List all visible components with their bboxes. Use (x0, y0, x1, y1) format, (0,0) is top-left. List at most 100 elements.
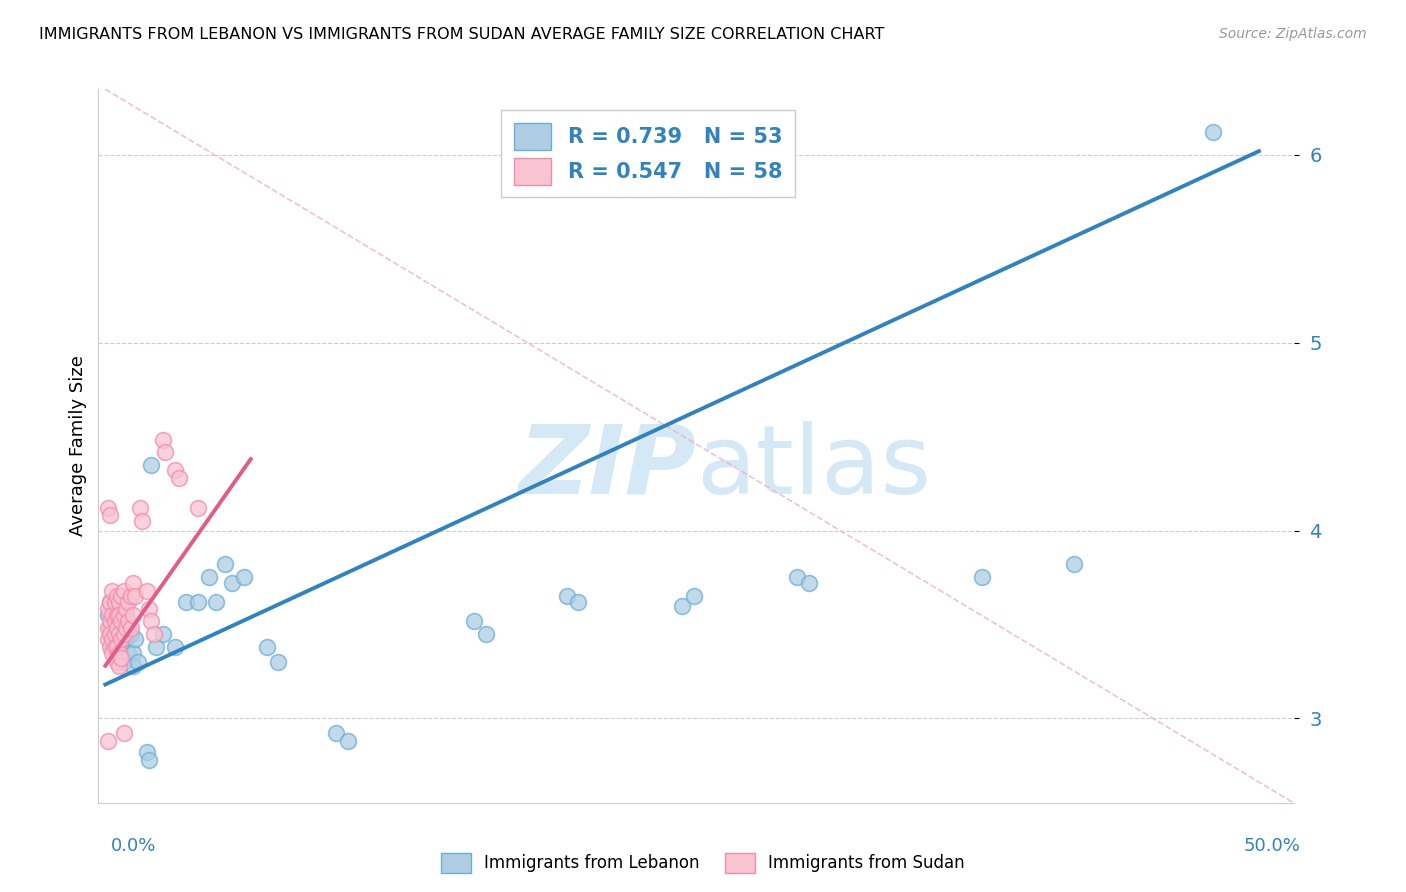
Point (97, 621, 120, 635)
Point (124, 589, 146, 603)
Point (115, 607, 138, 622)
Point (105, 589, 128, 603)
Point (1202, 125, 1225, 139)
Point (187, 500, 209, 515)
Point (97, 500, 120, 515)
Point (110, 640, 132, 654)
Point (141, 458, 163, 472)
Legend: Immigrants from Lebanon, Immigrants from Sudan: Immigrants from Lebanon, Immigrants from… (434, 847, 972, 880)
Point (105, 655, 128, 669)
Point (135, 745, 157, 759)
Point (267, 655, 290, 669)
Text: 0.0%: 0.0% (111, 837, 156, 855)
Point (108, 646, 131, 660)
Point (555, 589, 578, 603)
Point (124, 632, 146, 647)
Point (671, 599, 693, 613)
Text: Source: ZipAtlas.com: Source: ZipAtlas.com (1219, 27, 1367, 41)
Point (108, 614, 131, 628)
Point (103, 627, 125, 641)
Point (108, 627, 131, 641)
Point (205, 595, 228, 609)
Point (105, 602, 128, 616)
Point (221, 576, 243, 591)
Point (117, 646, 139, 660)
Point (163, 463, 186, 477)
Point (325, 726, 347, 740)
Point (103, 607, 125, 622)
Point (98, 508, 121, 523)
Point (110, 614, 132, 628)
Point (131, 514, 153, 528)
Text: IMMIGRANTS FROM LEBANON VS IMMIGRANTS FROM SUDAN AVERAGE FAMILY SIZE CORRELATION: IMMIGRANTS FROM LEBANON VS IMMIGRANTS FR… (39, 27, 884, 42)
Point (103, 595, 125, 609)
Legend: R = 0.739   N = 53, R = 0.547   N = 58: R = 0.739 N = 53, R = 0.547 N = 58 (502, 111, 794, 197)
Point (97, 607, 120, 622)
Point (135, 583, 157, 598)
Point (110, 599, 132, 613)
Point (98, 595, 121, 609)
Point (138, 753, 160, 767)
Point (232, 570, 254, 584)
Point (163, 640, 186, 654)
Point (463, 614, 485, 628)
Point (475, 627, 498, 641)
Point (567, 595, 589, 609)
Point (145, 640, 167, 654)
Point (786, 570, 808, 584)
Point (112, 607, 135, 622)
Point (112, 621, 135, 635)
Point (108, 627, 131, 641)
Point (138, 602, 160, 616)
Point (108, 595, 131, 609)
Point (110, 589, 132, 603)
Point (98, 627, 121, 641)
Point (105, 646, 128, 660)
Point (105, 621, 128, 635)
Point (117, 617, 139, 632)
Point (105, 640, 128, 654)
Point (120, 627, 142, 641)
Text: 50.0%: 50.0% (1244, 837, 1301, 855)
Point (98, 614, 121, 628)
Point (97, 602, 120, 616)
Point (98, 621, 121, 635)
Point (103, 632, 125, 647)
Point (122, 576, 145, 591)
Point (198, 570, 221, 584)
Point (152, 434, 174, 448)
Point (110, 651, 132, 665)
Point (112, 655, 135, 669)
Point (117, 595, 139, 609)
Point (108, 658, 131, 673)
Point (101, 607, 124, 622)
Point (141, 614, 163, 628)
Point (103, 614, 125, 628)
Text: atlas: atlas (696, 421, 931, 514)
Point (122, 646, 145, 660)
Point (112, 627, 135, 641)
Point (120, 621, 142, 635)
Point (167, 471, 190, 485)
Point (117, 614, 139, 628)
Text: ZIP: ZIP (517, 421, 696, 514)
Point (155, 444, 177, 458)
Point (129, 500, 152, 515)
Point (112, 583, 135, 598)
Point (108, 607, 131, 622)
Point (101, 583, 124, 598)
Point (187, 595, 209, 609)
Point (214, 558, 236, 572)
Point (97, 734, 120, 748)
Point (152, 627, 174, 641)
Point (127, 655, 149, 669)
Point (336, 734, 359, 748)
Point (101, 640, 124, 654)
Point (105, 607, 128, 622)
Point (1063, 558, 1085, 572)
Point (120, 589, 142, 603)
Point (97, 632, 120, 647)
Point (115, 632, 138, 647)
Point (101, 632, 124, 647)
Point (115, 602, 138, 616)
